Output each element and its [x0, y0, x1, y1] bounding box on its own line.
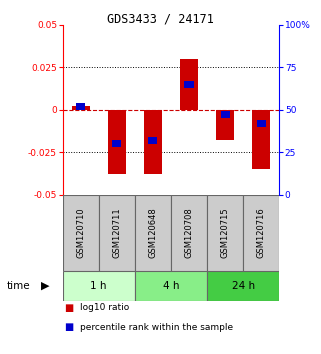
Text: ■: ■	[64, 303, 74, 313]
Text: log10 ratio: log10 ratio	[80, 303, 129, 313]
Text: 1 h: 1 h	[91, 281, 107, 291]
Bar	[99, 195, 135, 271]
Bar	[63, 195, 99, 271]
Bar	[135, 271, 207, 301]
Text: percentile rank within the sample: percentile rank within the sample	[80, 323, 233, 332]
Bar	[257, 120, 266, 127]
Bar	[180, 59, 198, 110]
Bar	[108, 110, 126, 174]
Text: ■: ■	[64, 322, 74, 332]
Bar	[72, 106, 90, 110]
Bar	[135, 195, 171, 271]
Text: GDS3433 / 24171: GDS3433 / 24171	[107, 12, 214, 25]
Bar	[171, 195, 207, 271]
Text: 24 h: 24 h	[231, 281, 255, 291]
Bar	[112, 140, 121, 147]
Text: 4 h: 4 h	[163, 281, 179, 291]
Text: GSM120716: GSM120716	[257, 207, 266, 258]
Bar	[216, 110, 234, 140]
Bar	[207, 195, 243, 271]
Bar	[252, 110, 270, 169]
Text: GSM120708: GSM120708	[185, 207, 194, 258]
Bar	[148, 137, 157, 144]
Bar	[207, 271, 279, 301]
Bar	[144, 110, 162, 174]
Bar	[76, 103, 85, 110]
Bar	[243, 195, 279, 271]
Text: time: time	[6, 281, 30, 291]
Text: GSM120648: GSM120648	[148, 207, 157, 258]
Bar	[221, 112, 230, 118]
Bar	[63, 271, 135, 301]
Text: GSM120710: GSM120710	[76, 207, 85, 258]
Text: GSM120711: GSM120711	[112, 207, 121, 258]
Bar	[185, 81, 194, 88]
Text: GSM120715: GSM120715	[221, 207, 230, 258]
Text: ▶: ▶	[41, 281, 49, 291]
